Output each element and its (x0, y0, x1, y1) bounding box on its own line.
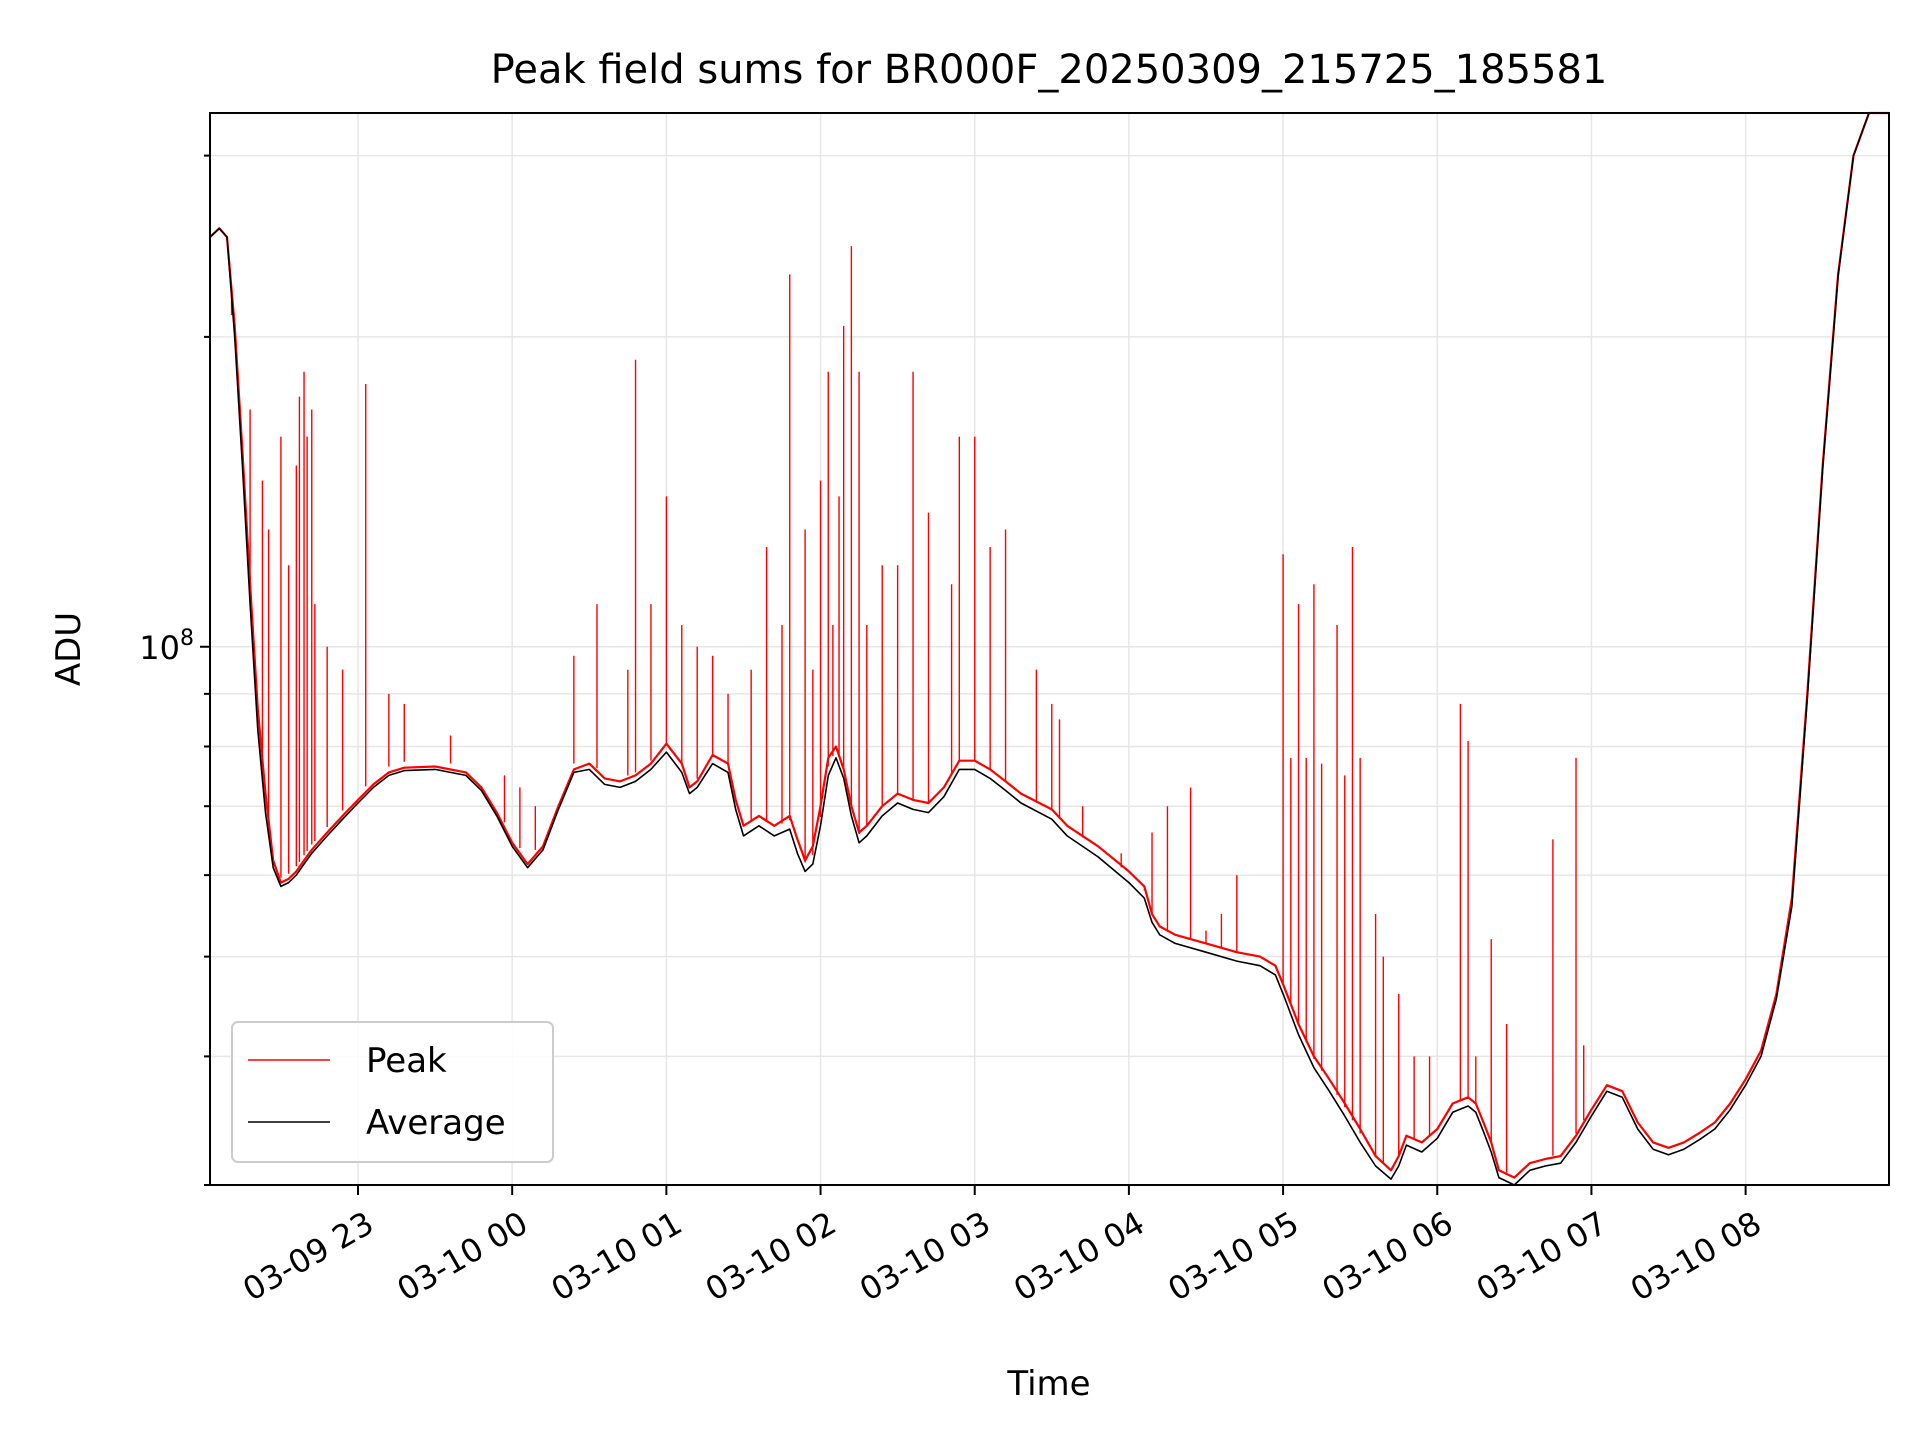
legend: Peak Average (231, 1021, 554, 1163)
series-line-peak (209, 111, 1889, 1179)
x-axis-label: Time (1006, 1364, 1090, 1404)
plot-frame (209, 112, 1890, 1186)
chart-title: Peak field sums for BR000F_20250309_2157… (491, 47, 1608, 93)
legend-label-peak: Peak (366, 1041, 447, 1081)
legend-box (231, 1021, 554, 1163)
y-axis-label: ADU (49, 612, 89, 686)
legend-label-average: Average (366, 1103, 506, 1143)
y-tick-label: 108 (139, 626, 194, 667)
series-line-average (209, 112, 1889, 1186)
series-layer (209, 111, 1889, 1186)
